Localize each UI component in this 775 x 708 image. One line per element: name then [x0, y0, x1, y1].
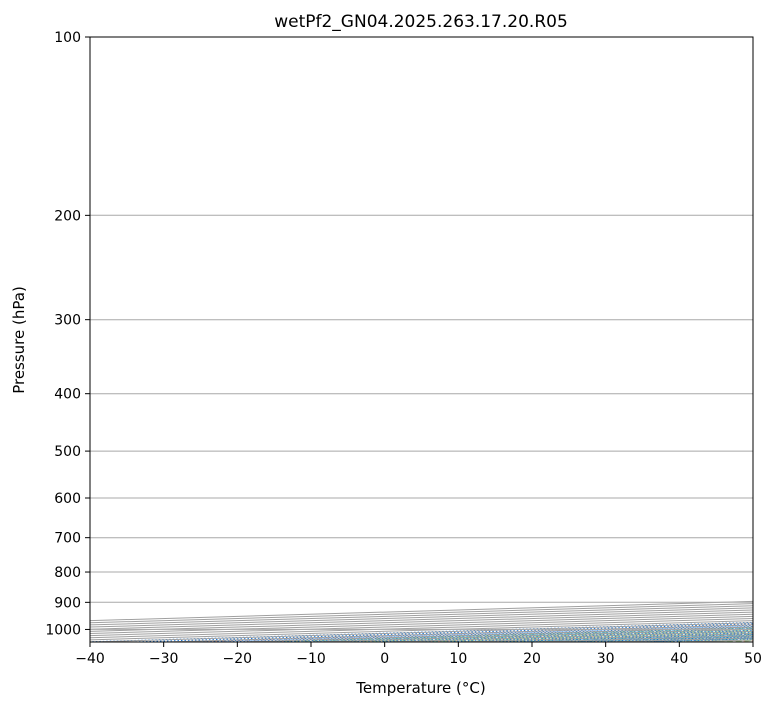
x-tick-label: 0 [380, 651, 389, 667]
y-tick-label: 300 [54, 313, 81, 329]
chart-title: wetPf2_GN04.2025.263.17.20.R05 [274, 12, 568, 32]
isotherm-line [90, 620, 753, 641]
moist-adiabat [708, 640, 753, 642]
isotherm-line [237, 626, 753, 642]
y-tick-label: 500 [54, 444, 81, 460]
moist-adiabat [561, 635, 753, 642]
moist-adiabat [414, 631, 753, 642]
isotherms [90, 600, 753, 642]
isotherm-line [384, 630, 753, 642]
isotherm-line [90, 609, 753, 630]
dry-adiabat [487, 633, 753, 642]
mixing-ratio-line [572, 636, 753, 642]
mixing-ratio-line [131, 623, 753, 642]
x-axis: −40 −30 −20 −10 0 10 20 30 40 50 [75, 642, 762, 667]
isotherm-line [679, 639, 753, 642]
y-tick-label: 700 [54, 531, 81, 547]
isotherm-line [90, 605, 753, 626]
y-axis-label: Pressure (hPa) [10, 286, 28, 394]
moist-adiabat [266, 626, 753, 642]
mixing-ratio-line [546, 635, 753, 642]
plot-area: 0.10.20.40.611.52346810131620253036-100-… [90, 37, 753, 642]
isotherm-line [752, 641, 753, 642]
isotherm-line [90, 613, 753, 634]
x-tick-label: −10 [296, 651, 326, 667]
dry-adiabat [412, 630, 753, 642]
moist-adiabat [679, 639, 753, 642]
y-tick-label: 600 [54, 491, 81, 507]
dry-adiabat [338, 628, 753, 642]
dry-adiabat [636, 637, 753, 642]
moist-adiabat [473, 633, 753, 642]
x-tick-label: 20 [523, 651, 541, 667]
isotherm-line [90, 603, 753, 624]
moist-adiabat [325, 628, 753, 642]
moist-adiabat [443, 632, 753, 642]
isotherm-line [90, 622, 753, 642]
dry-adiabat [711, 640, 753, 642]
dry-adiabat [562, 635, 753, 642]
isotherm-line [90, 607, 753, 628]
dry-adiabats [188, 624, 753, 642]
y-tick-label: 800 [54, 565, 81, 581]
y-tick-label: 1000 [45, 622, 81, 638]
y-tick-label: 100 [54, 30, 81, 46]
isotherm-line [90, 615, 753, 637]
isotherm-line [90, 618, 753, 639]
moist-adiabat [502, 633, 753, 642]
y-axis: 100 200 300 400 500 600 700 800 900 1000 [45, 30, 90, 638]
moist-adiabat [296, 627, 753, 642]
plot-frame [89, 36, 754, 643]
dry-adiabat [188, 624, 753, 642]
moist-adiabat [649, 638, 753, 642]
isotherm-line [605, 637, 753, 642]
x-tick-label: 10 [449, 651, 467, 667]
moist-adiabat [384, 630, 753, 642]
x-axis-label: Temperature (°C) [355, 679, 485, 697]
isotherm-line [90, 611, 753, 632]
pressure-gridlines [90, 37, 753, 630]
x-tick-label: −40 [75, 651, 105, 667]
isotherm-line [310, 628, 753, 642]
isotherm-line [531, 635, 753, 642]
isotherm-line [458, 632, 753, 642]
moist-adiabat [620, 637, 753, 642]
dry-adiabat [263, 626, 753, 642]
x-tick-label: −30 [149, 651, 179, 667]
isotherm-line [90, 600, 753, 622]
y-tick-label: 200 [54, 208, 81, 224]
x-tick-label: 40 [670, 651, 688, 667]
x-tick-label: 30 [597, 651, 615, 667]
x-tick-label: −20 [223, 651, 253, 667]
moist-adiabat [590, 636, 753, 642]
isotherm-line [163, 624, 753, 642]
y-tick-label: 900 [54, 595, 81, 611]
moist-adiabats [266, 626, 753, 642]
moist-adiabat [355, 629, 753, 642]
moist-adiabat [531, 634, 753, 642]
y-tick-label: 400 [54, 387, 81, 403]
x-tick-label: 50 [744, 651, 762, 667]
